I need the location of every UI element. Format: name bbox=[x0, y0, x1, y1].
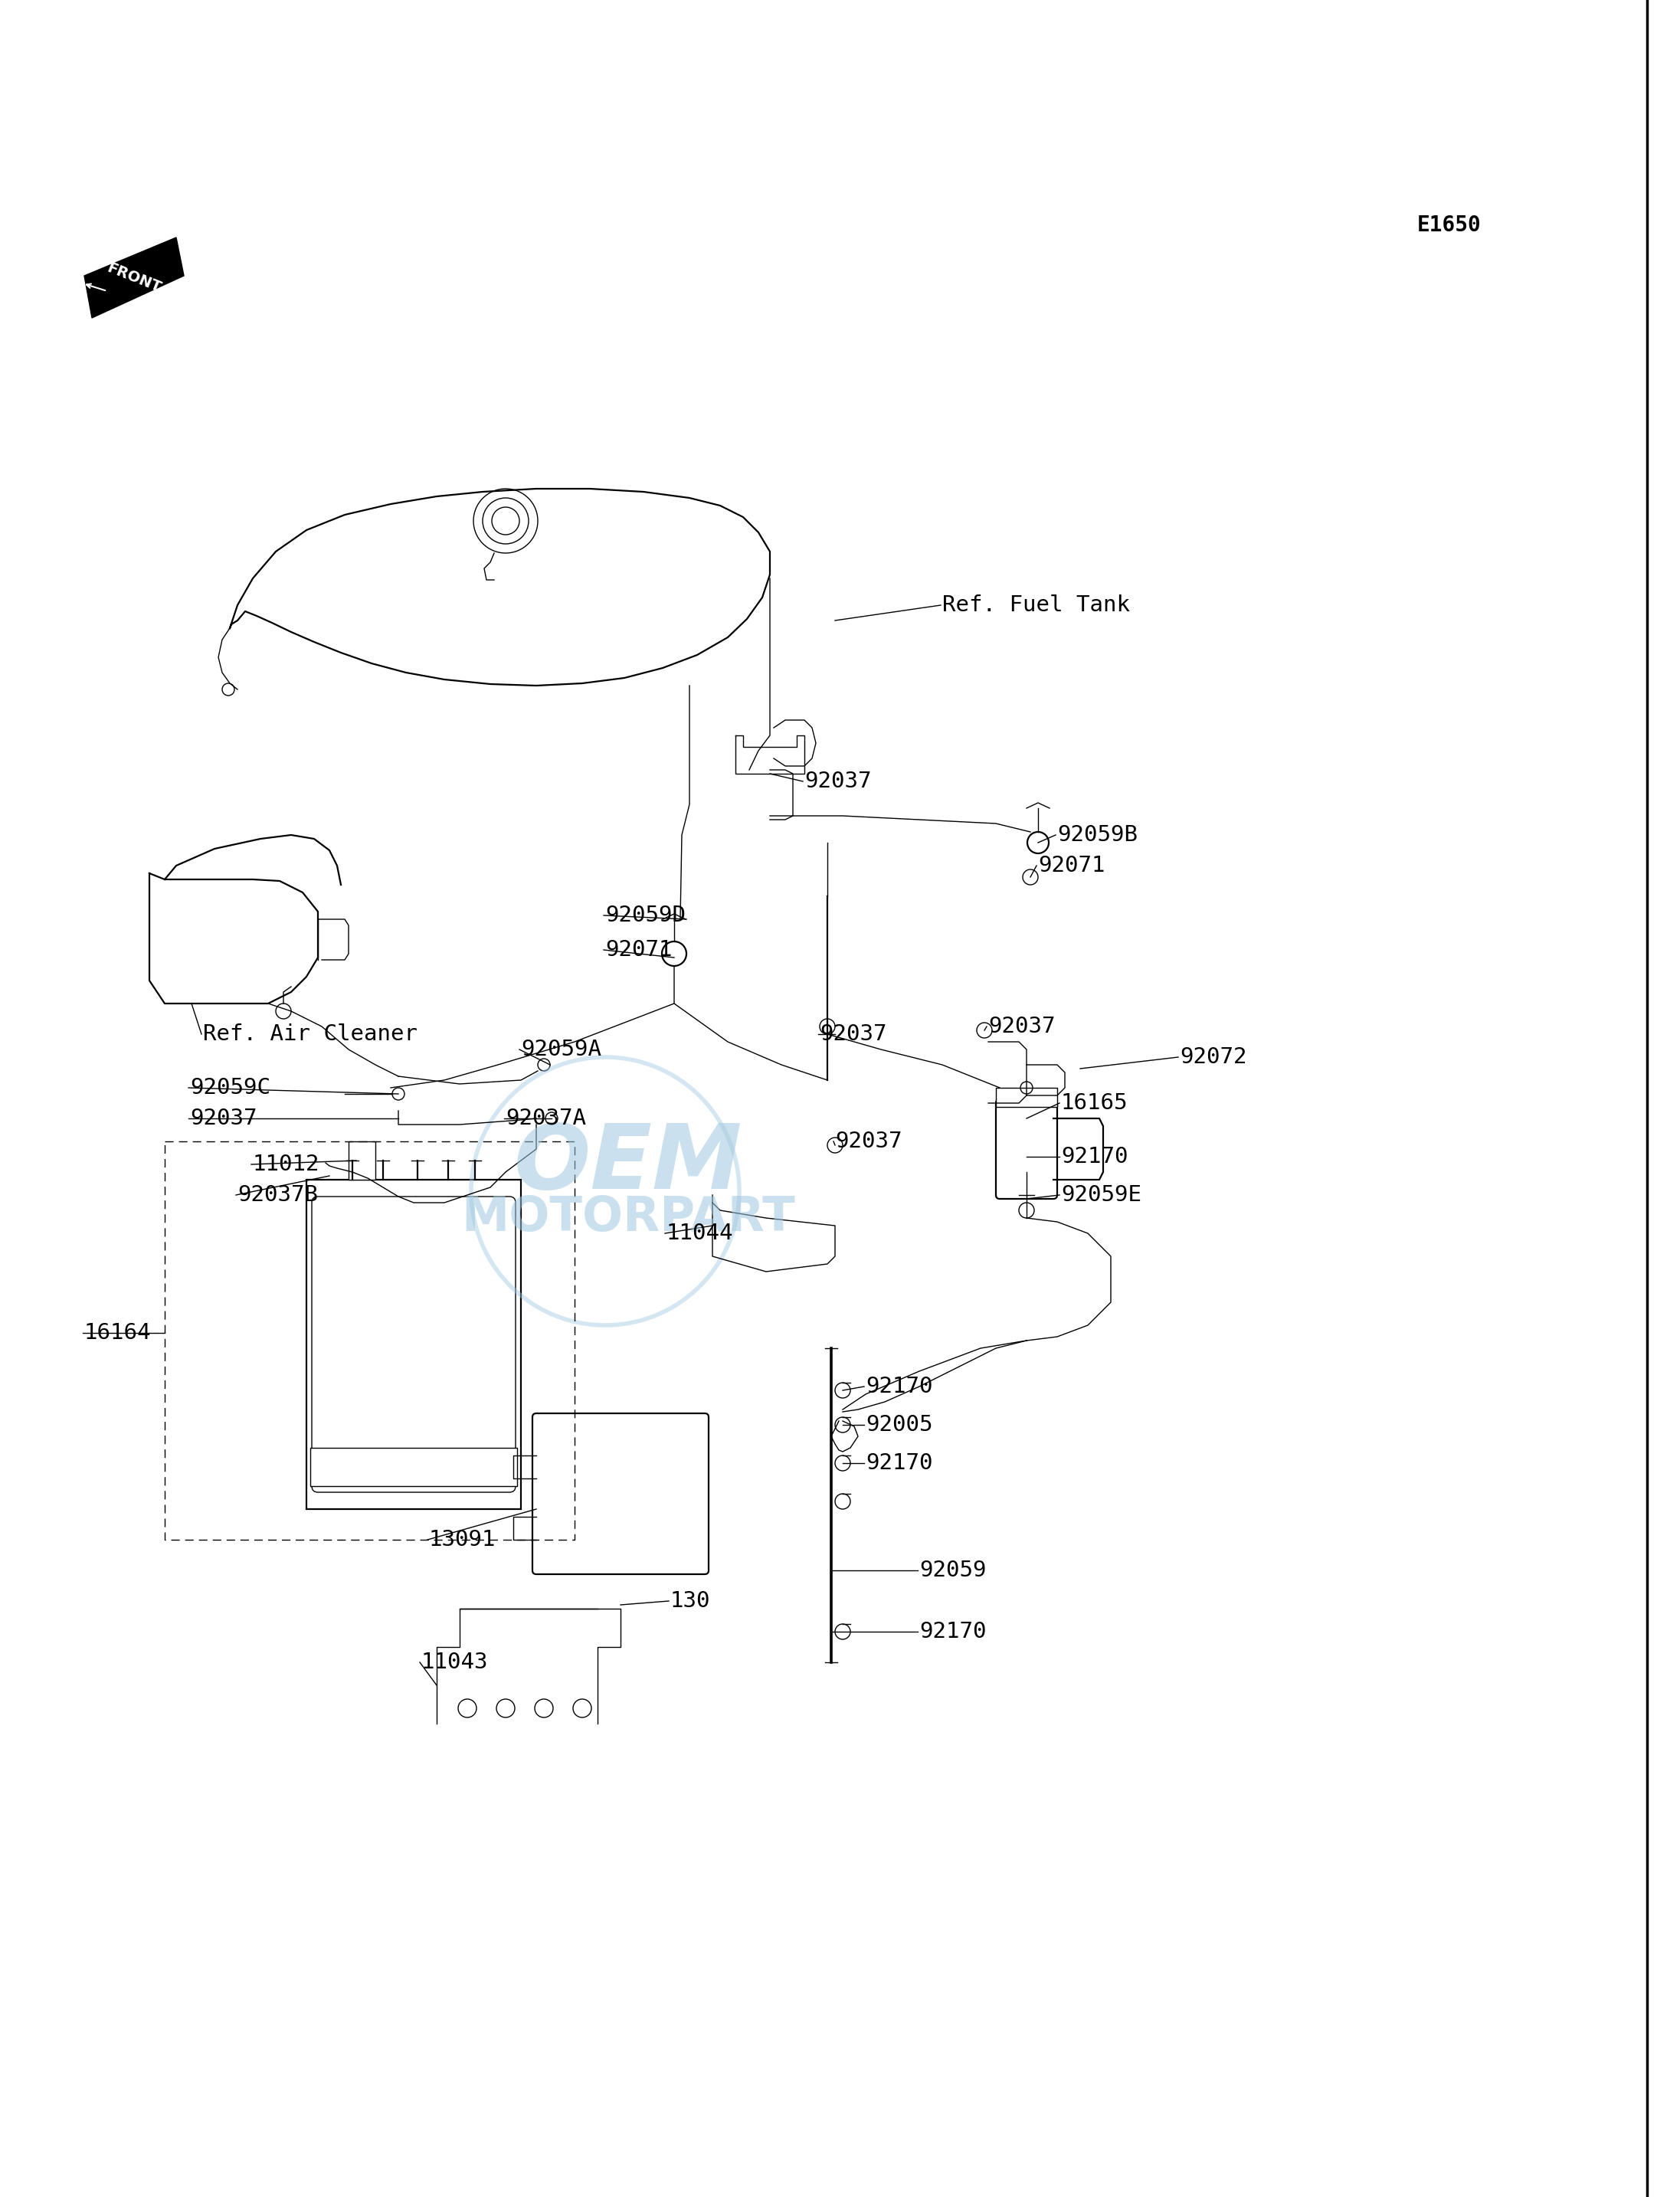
Text: 130: 130 bbox=[670, 1591, 711, 1613]
FancyBboxPatch shape bbox=[311, 1448, 517, 1485]
Text: 92037: 92037 bbox=[988, 1015, 1055, 1037]
Text: 92170: 92170 bbox=[1062, 1147, 1127, 1167]
Text: 92170: 92170 bbox=[865, 1452, 932, 1474]
FancyBboxPatch shape bbox=[312, 1197, 516, 1492]
Text: 92037: 92037 bbox=[190, 1107, 257, 1129]
Text: 92170: 92170 bbox=[865, 1375, 932, 1397]
Text: E1650: E1650 bbox=[1418, 215, 1482, 235]
Text: 11044: 11044 bbox=[667, 1222, 734, 1244]
Text: 92059E: 92059E bbox=[1062, 1184, 1141, 1206]
Text: 92059C: 92059C bbox=[190, 1077, 270, 1098]
Text: 92059B: 92059B bbox=[1057, 824, 1137, 846]
Text: 92170: 92170 bbox=[919, 1621, 986, 1643]
FancyBboxPatch shape bbox=[996, 1088, 1057, 1107]
Text: 92037: 92037 bbox=[835, 1131, 902, 1151]
FancyBboxPatch shape bbox=[348, 1142, 375, 1180]
Text: 92059: 92059 bbox=[919, 1560, 986, 1582]
Text: 16165: 16165 bbox=[1062, 1092, 1127, 1114]
FancyBboxPatch shape bbox=[996, 1098, 1057, 1200]
Text: 11043: 11043 bbox=[422, 1652, 489, 1674]
Text: 92037: 92037 bbox=[805, 771, 872, 793]
FancyBboxPatch shape bbox=[306, 1180, 521, 1509]
Text: Ref. Fuel Tank: Ref. Fuel Tank bbox=[942, 595, 1131, 615]
Text: MOTORPART: MOTORPART bbox=[462, 1195, 795, 1241]
Text: 13091: 13091 bbox=[428, 1529, 496, 1551]
Text: 92037: 92037 bbox=[820, 1024, 887, 1046]
Text: Ref. Air Cleaner: Ref. Air Cleaner bbox=[203, 1024, 418, 1046]
Text: 92037B: 92037B bbox=[237, 1184, 318, 1206]
Text: 92059A: 92059A bbox=[521, 1039, 601, 1061]
FancyBboxPatch shape bbox=[533, 1413, 709, 1575]
Text: 11012: 11012 bbox=[252, 1153, 319, 1175]
Text: 92071: 92071 bbox=[605, 938, 672, 960]
Text: 92005: 92005 bbox=[865, 1415, 932, 1435]
Polygon shape bbox=[84, 237, 183, 319]
Text: 92037A: 92037A bbox=[506, 1107, 586, 1129]
Text: 16164: 16164 bbox=[84, 1323, 151, 1345]
Text: 92059D: 92059D bbox=[605, 905, 685, 927]
Text: OEM: OEM bbox=[514, 1120, 743, 1208]
Text: 92071: 92071 bbox=[1038, 855, 1105, 877]
Text: FRONT: FRONT bbox=[104, 261, 163, 297]
Text: 92072: 92072 bbox=[1179, 1046, 1247, 1068]
